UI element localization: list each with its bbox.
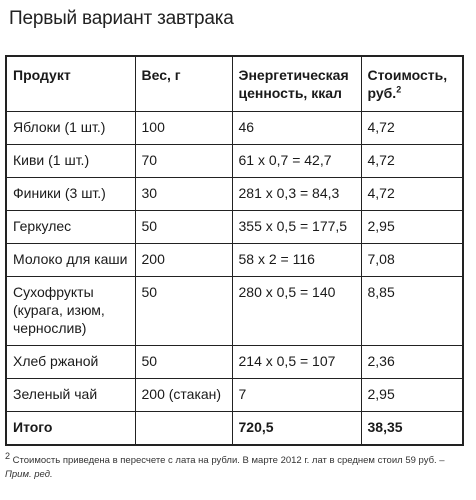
editor-note: Прим. ред. [5, 469, 53, 480]
cell-weight: 100 [134, 111, 233, 145]
table-row: Киви (1 шт.) 70 61 x 0,7 = 42,7 4,72 [5, 144, 464, 178]
breakfast-table: Продукт Вес, г Энергетическая ценность, … [5, 55, 464, 446]
header-cost-label: Стоимость, руб. [367, 67, 448, 101]
footnote: 2 Стоимость приведена в пересчете с лата… [5, 450, 469, 482]
cell-energy: 355 x 0,5 = 177,5 [231, 210, 362, 244]
total-cost: 38,35 [360, 411, 464, 446]
cell-product: Финики (3 шт.) [5, 177, 136, 211]
cell-energy: 61 x 0,7 = 42,7 [231, 144, 362, 178]
cell-weight: 50 [134, 276, 233, 346]
footnote-mark: 2 [396, 84, 402, 95]
cell-cost: 2,95 [360, 210, 464, 244]
header-cost: Стоимость, руб.2 [360, 55, 464, 112]
cell-cost: 4,72 [360, 177, 464, 211]
cell-product: Геркулес [5, 210, 136, 244]
footnote-mark-ref: 2 [5, 450, 11, 461]
table-row: Яблоки (1 шт.) 100 46 4,72 [5, 111, 464, 145]
header-weight: Вес, г [134, 55, 233, 112]
cell-cost: 8,85 [360, 276, 464, 346]
table-row: Финики (3 шт.) 30 281 x 0,3 = 84,3 4,72 [5, 177, 464, 211]
cell-product: Сухофрукты (курага, изюм, чернослив) [5, 276, 136, 346]
cell-product: Киви (1 шт.) [5, 144, 136, 178]
cell-cost: 2,95 [360, 378, 464, 412]
cell-product: Зеленый чай [5, 378, 136, 412]
cell-weight: 200 [134, 243, 233, 277]
total-energy: 720,5 [231, 411, 362, 446]
cell-product: Хлеб ржаной [5, 345, 136, 379]
cell-product: Молоко для каши [5, 243, 136, 277]
cell-cost: 7,08 [360, 243, 464, 277]
header-energy: Энергетическая ценность, ккал [231, 55, 362, 112]
table-row: Геркулес 50 355 x 0,5 = 177,5 2,95 [5, 210, 464, 244]
total-row: Итого 720,5 38,35 [5, 411, 464, 446]
cell-product: Яблоки (1 шт.) [5, 111, 136, 145]
cell-cost: 2,36 [360, 345, 464, 379]
cell-energy: 280 x 0,5 = 140 [231, 276, 362, 346]
cell-weight: 50 [134, 210, 233, 244]
cell-weight: 30 [134, 177, 233, 211]
footnote-text: Стоимость приведена в пересчете с лата н… [12, 455, 445, 466]
cell-weight: 70 [134, 144, 233, 178]
table-row: Сухофрукты (курага, изюм, чернослив) 50 … [5, 276, 464, 346]
total-label: Итого [5, 411, 136, 446]
cell-weight: 50 [134, 345, 233, 379]
total-weight [134, 411, 233, 446]
table-header-row: Продукт Вес, г Энергетическая ценность, … [5, 55, 464, 112]
cell-cost: 4,72 [360, 111, 464, 145]
header-product: Продукт [5, 55, 136, 112]
cell-energy: 281 x 0,3 = 84,3 [231, 177, 362, 211]
table-row: Хлеб ржаной 50 214 x 0,5 = 107 2,36 [5, 345, 464, 379]
cell-energy: 58 x 2 = 116 [231, 243, 362, 277]
cell-energy: 214 x 0,5 = 107 [231, 345, 362, 379]
cell-weight: 200 (стакан) [134, 378, 233, 412]
cell-cost: 4,72 [360, 144, 464, 178]
table-row: Молоко для каши 200 58 x 2 = 116 7,08 [5, 243, 464, 277]
table-row: Зеленый чай 200 (стакан) 7 2,95 [5, 378, 464, 412]
page-title: Первый вариант завтрака [9, 8, 234, 29]
cell-energy: 46 [231, 111, 362, 145]
cell-energy: 7 [231, 378, 362, 412]
